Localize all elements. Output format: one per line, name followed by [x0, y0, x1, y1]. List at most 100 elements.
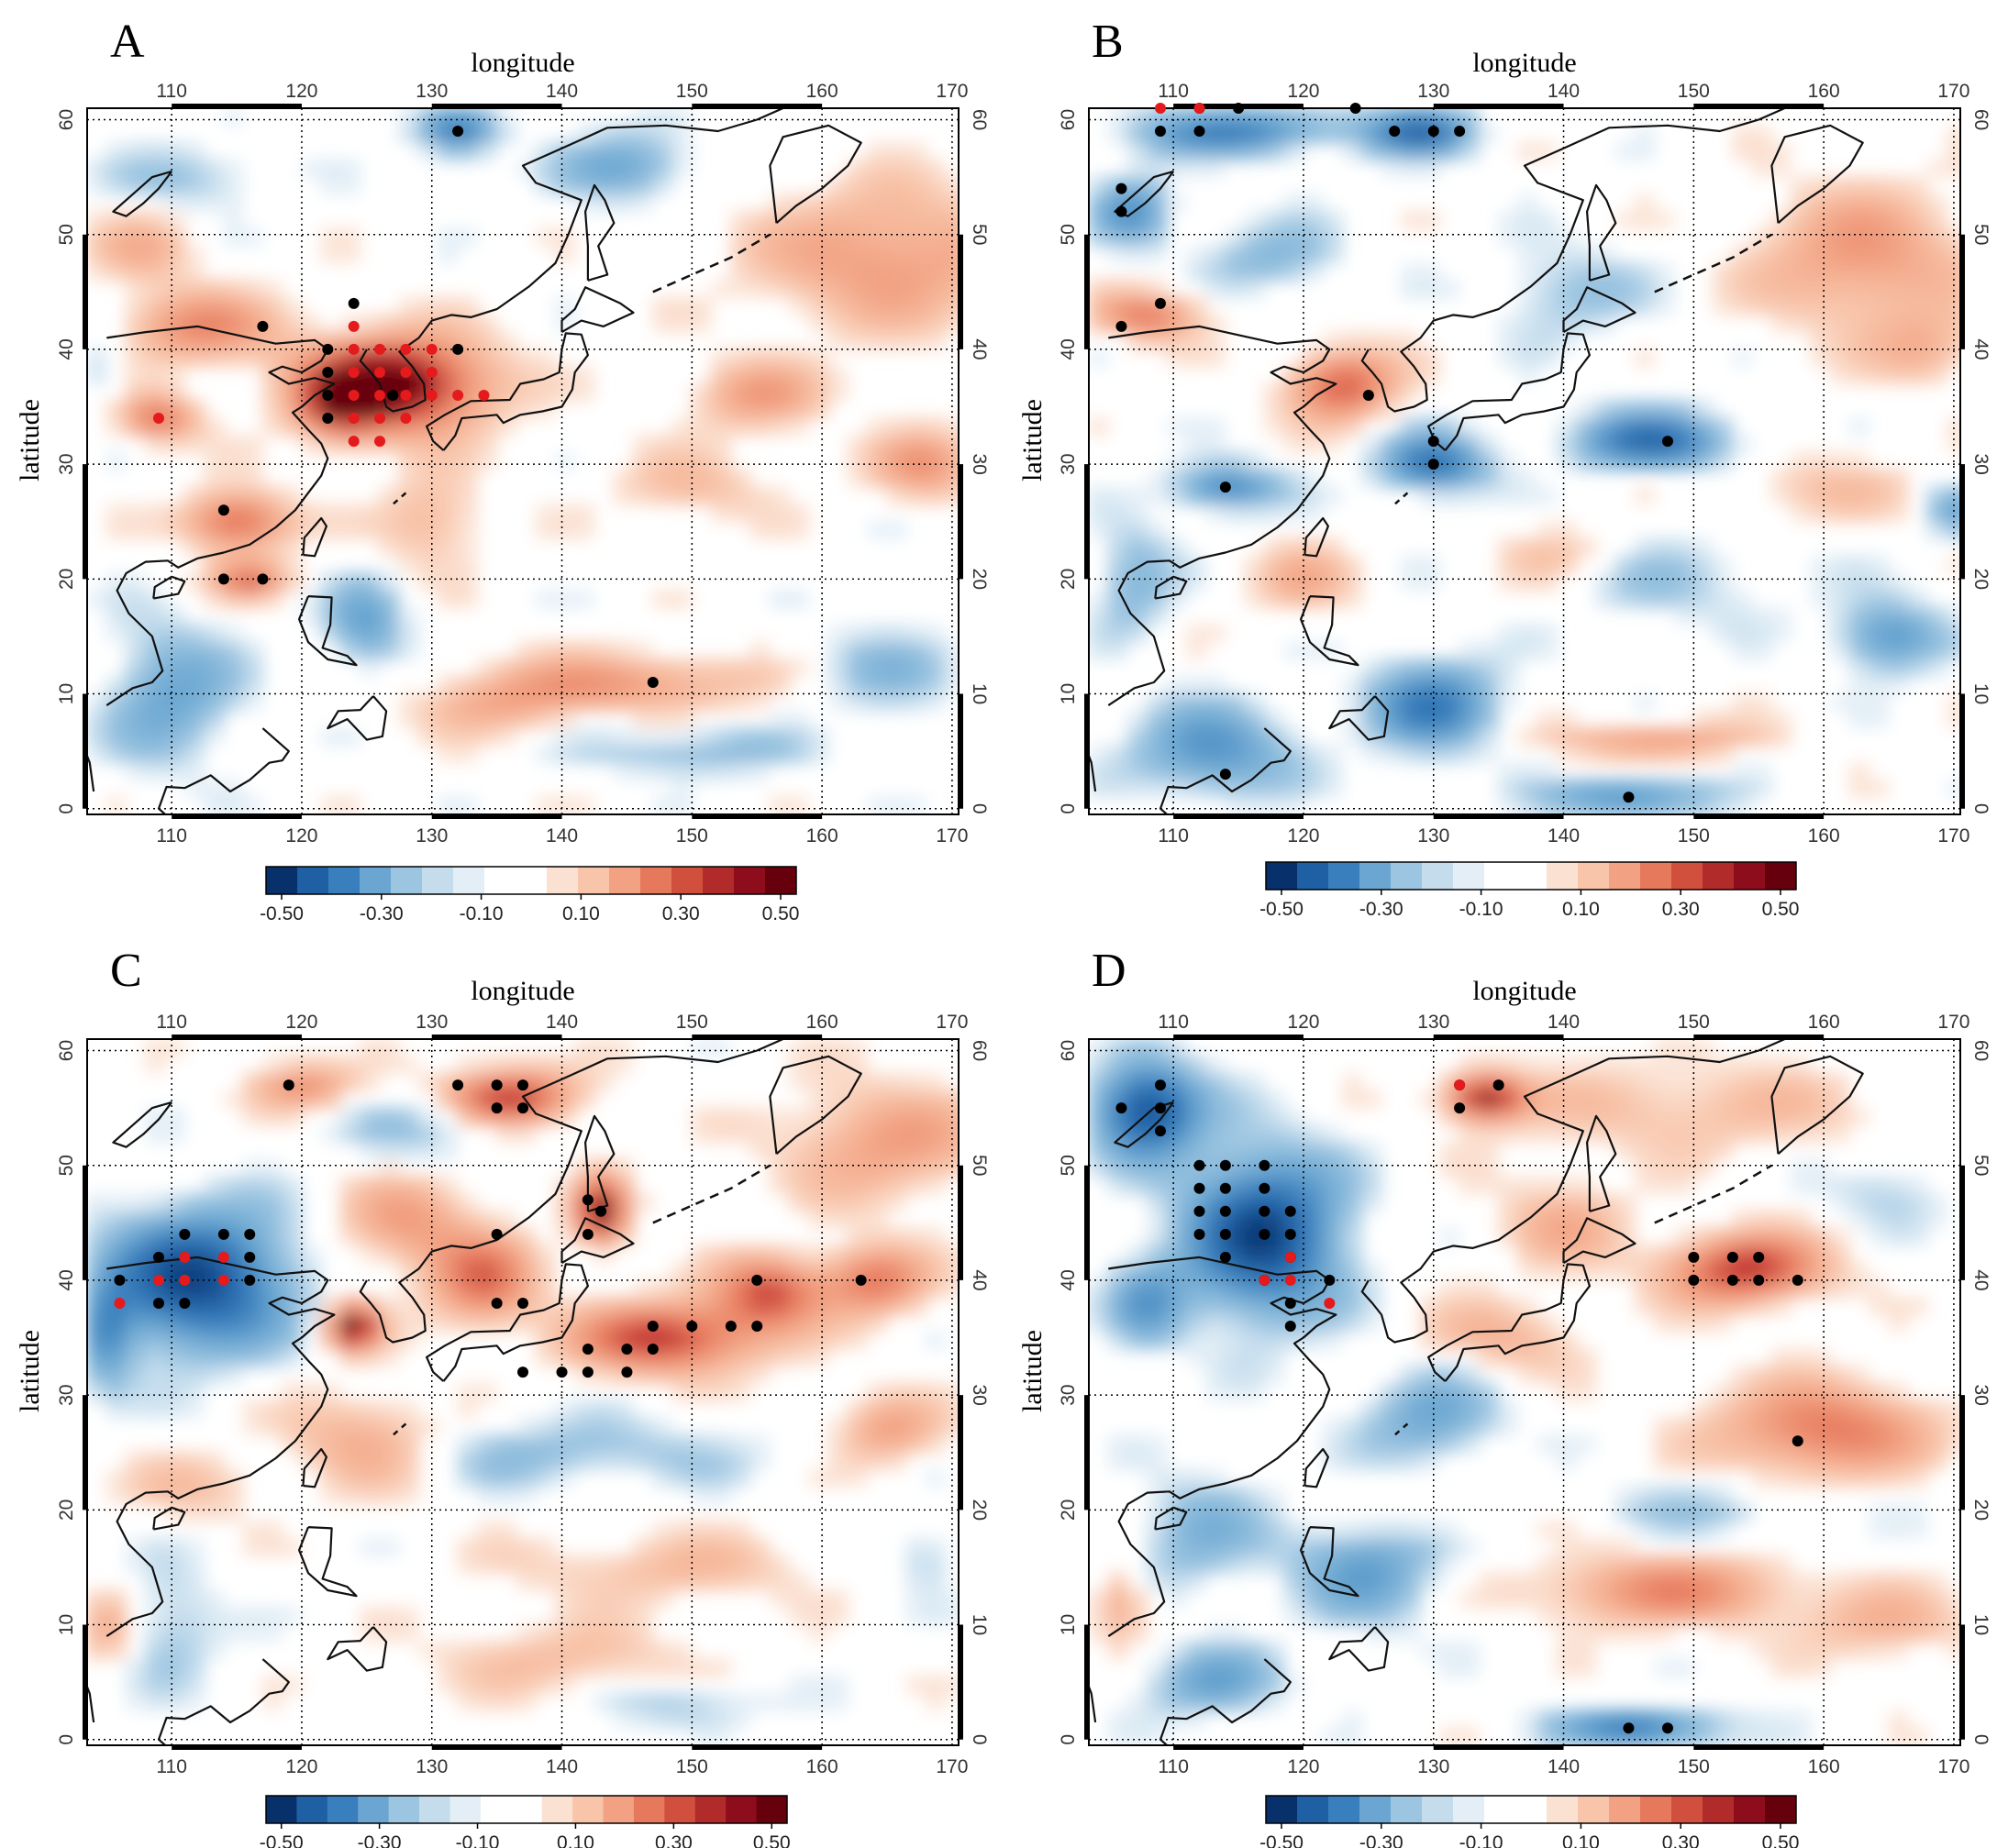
significance-point: [725, 1321, 737, 1333]
colorbar-swatch: [756, 1796, 788, 1823]
colorbar-swatch: [516, 867, 548, 894]
anomaly-field: [1089, 1039, 1960, 1745]
lat-tick-right: 30: [1970, 1384, 1991, 1405]
significance-point: [452, 343, 464, 355]
colorbar-swatch: [297, 867, 329, 894]
significance-point: [1792, 1274, 1803, 1286]
significance-point: [1284, 1205, 1296, 1217]
lon-tick-bottom: 120: [285, 825, 317, 847]
lat-tick-left: 50: [56, 1155, 77, 1176]
lat-tick-left: 60: [1058, 109, 1079, 130]
lat-tick-left: 10: [1058, 1614, 1079, 1635]
significance-point: [322, 390, 334, 402]
significance-point: [217, 1274, 229, 1286]
panel-label: C: [110, 945, 142, 997]
colorbar-tick-label: -0.30: [1359, 899, 1403, 920]
lon-tick-top: 160: [806, 81, 838, 102]
lon-tick-bottom: 120: [1287, 1756, 1319, 1777]
lat-tick-right: 30: [1970, 453, 1991, 474]
lat-tick-right: 40: [1970, 1269, 1991, 1290]
significance-point: [1115, 1102, 1127, 1114]
lat-tick-left: 40: [1058, 1269, 1079, 1290]
colorbar-swatch: [1609, 1796, 1641, 1823]
y-axis-title: latitude: [15, 1330, 45, 1412]
colorbar-swatch: [419, 1796, 450, 1823]
colorbar-swatch: [1297, 862, 1329, 890]
lon-tick-bottom: 120: [1287, 825, 1319, 847]
lat-tick-right: 50: [969, 224, 990, 245]
colorbar-swatch: [1765, 1796, 1797, 1823]
significance-point: [647, 1321, 659, 1333]
lat-tick-right: 10: [969, 1614, 990, 1635]
colorbar-tick-label: 0.10: [557, 1832, 594, 1848]
significance-point: [1427, 126, 1439, 138]
lon-tick-bottom: 150: [1678, 825, 1710, 847]
significance-point: [556, 1367, 568, 1378]
colorbar: -0.50 -0.30 -0.10 0.10 0.30 0.50: [260, 1795, 791, 1848]
significance-point: [217, 1228, 229, 1240]
colorbar-swatch: [484, 867, 516, 894]
significance-point: [400, 366, 412, 378]
x-axis-title: longitude: [1472, 976, 1576, 1006]
lat-tick-left: 50: [1058, 224, 1079, 245]
significance-point: [348, 297, 360, 309]
lat-tick-left: 30: [56, 1384, 77, 1405]
colorbar-swatch: [1640, 1796, 1672, 1823]
colorbar-swatch: [391, 867, 423, 894]
lat-tick-right: 0: [969, 1734, 990, 1745]
lat-tick-right: 30: [969, 1384, 990, 1405]
significance-point: [1427, 459, 1439, 470]
significance-point: [1661, 436, 1673, 448]
y-axis-title: latitude: [1017, 399, 1048, 481]
lat-tick-left: 40: [56, 338, 77, 360]
colorbar-swatch: [609, 867, 641, 894]
lat-tick-left: 40: [56, 1269, 77, 1290]
colorbar-tick-label: 0.30: [1662, 899, 1700, 920]
panel-label: B: [1092, 16, 1124, 68]
significance-point: [179, 1274, 191, 1286]
significance-point: [426, 390, 438, 402]
lon-tick-top: 120: [1287, 1012, 1319, 1033]
significance-point: [1324, 1297, 1336, 1309]
significance-point: [179, 1228, 191, 1240]
colorbar-swatch: [1609, 862, 1641, 890]
lon-tick-bottom: 160: [806, 825, 838, 847]
significance-point: [1219, 769, 1231, 780]
lon-tick-top: 120: [285, 81, 317, 102]
significance-point: [1284, 1297, 1296, 1309]
lat-tick-right: 20: [1970, 569, 1991, 590]
lat-tick-left: 0: [1058, 1734, 1079, 1745]
significance-point: [322, 343, 334, 355]
colorbar-swatch: [449, 1796, 482, 1823]
lon-tick-bottom: 160: [806, 1756, 838, 1777]
lon-tick-top: 140: [546, 81, 578, 102]
colorbar-swatch: [734, 867, 766, 894]
lon-tick-top: 160: [1808, 81, 1840, 102]
significance-point: [478, 390, 490, 402]
significance-point: [1753, 1274, 1765, 1286]
colorbar-tick-label: -0.30: [1359, 1832, 1403, 1848]
lat-tick-left: 10: [1058, 683, 1079, 704]
lon-tick-top: 150: [1678, 81, 1710, 102]
significance-point: [1284, 1228, 1296, 1240]
significance-point: [348, 436, 360, 448]
significance-point: [1219, 1228, 1231, 1240]
lon-tick-top: 170: [936, 1012, 968, 1033]
colorbar-swatch: [1359, 862, 1392, 890]
panel-label: A: [110, 16, 145, 68]
colorbar-swatch: [1359, 1796, 1392, 1823]
significance-point: [1726, 1251, 1738, 1263]
lon-tick-bottom: 170: [1937, 1756, 1969, 1777]
colorbar-tick-label: -0.10: [1459, 1832, 1503, 1848]
map-area: 110 110 120 120 130 130 140 140 150 150 160 160 170 1…: [56, 1012, 990, 1777]
colorbar-swatch: [422, 867, 454, 894]
colorbar-swatch: [453, 867, 485, 894]
colorbar-swatch: [1391, 1796, 1423, 1823]
lat-tick-right: 50: [969, 1155, 990, 1176]
lat-tick-left: 0: [56, 1734, 77, 1745]
colorbar-swatch: [1266, 1796, 1298, 1823]
significance-point: [179, 1297, 191, 1309]
lat-tick-left: 10: [56, 683, 77, 704]
significance-point: [1623, 791, 1635, 803]
